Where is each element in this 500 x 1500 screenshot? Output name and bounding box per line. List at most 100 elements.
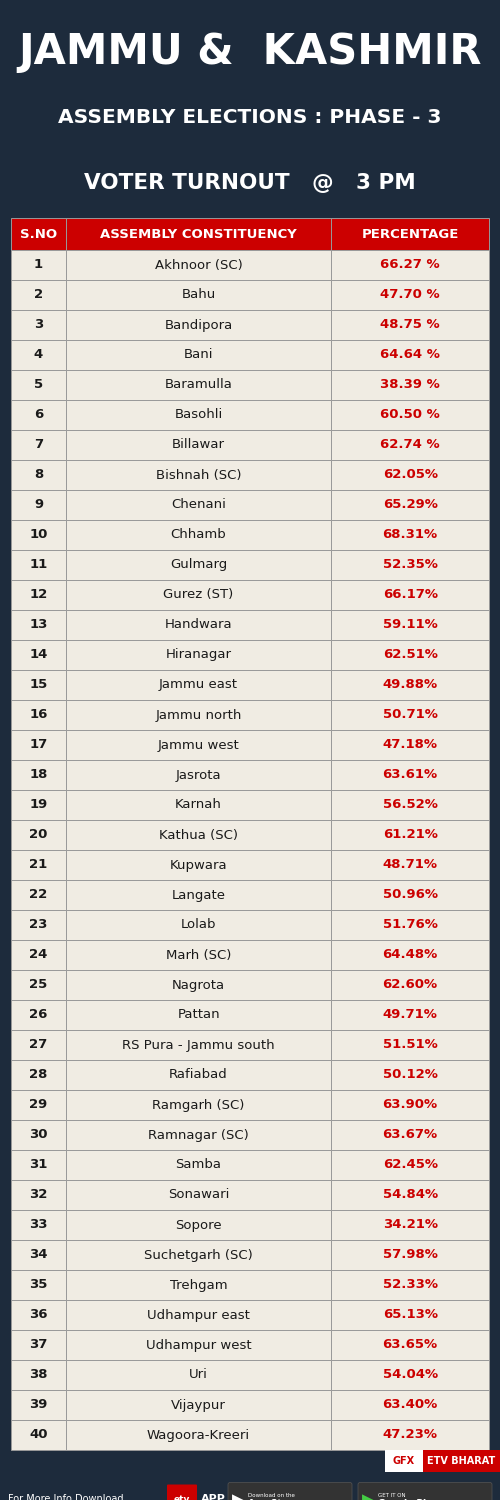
Bar (66, 760, 332, 790)
Text: Marh (SC): Marh (SC) (166, 948, 232, 962)
Text: 59.11%: 59.11% (383, 618, 438, 632)
Bar (332, 490, 489, 520)
Text: 49.88%: 49.88% (382, 678, 438, 692)
Bar (66, 1000, 332, 1030)
Bar (66, 730, 332, 760)
Text: 6: 6 (34, 408, 43, 422)
Text: ▶: ▶ (232, 1492, 244, 1500)
Bar (66, 1300, 332, 1330)
Bar (11, 790, 66, 820)
Bar (66, 217, 332, 250)
Text: 3: 3 (34, 318, 43, 332)
Bar (332, 730, 489, 760)
Bar (11, 1000, 66, 1030)
Bar (66, 610, 332, 640)
Text: 25: 25 (30, 978, 48, 992)
Bar (66, 970, 332, 1000)
Bar (11, 340, 66, 370)
Text: 10: 10 (30, 528, 48, 542)
Text: 50.96%: 50.96% (382, 888, 438, 902)
Text: 1: 1 (34, 258, 43, 272)
Text: 17: 17 (30, 738, 48, 752)
FancyBboxPatch shape (228, 1482, 352, 1500)
Text: PERCENTAGE: PERCENTAGE (362, 228, 459, 240)
Bar (332, 370, 489, 400)
Text: 48.75 %: 48.75 % (380, 318, 440, 332)
Text: Jammu north: Jammu north (156, 708, 242, 722)
Bar (11, 280, 66, 310)
Text: 2: 2 (34, 288, 43, 302)
Text: 11: 11 (30, 558, 48, 572)
Text: 5: 5 (34, 378, 43, 392)
Bar (66, 430, 332, 460)
Bar (332, 1420, 489, 1450)
Text: Bani: Bani (184, 348, 214, 361)
Bar (332, 400, 489, 430)
Bar (66, 1330, 332, 1360)
Bar (66, 1390, 332, 1420)
Bar (66, 910, 332, 940)
Text: 50.71%: 50.71% (382, 708, 438, 722)
Text: For More Info Download: For More Info Download (8, 1494, 123, 1500)
Text: 29: 29 (30, 1098, 48, 1112)
Bar (11, 310, 66, 340)
Bar (66, 850, 332, 880)
Bar (66, 310, 332, 340)
Text: 51.76%: 51.76% (382, 918, 438, 932)
Text: 32: 32 (30, 1188, 48, 1202)
Text: etv: etv (174, 1496, 190, 1500)
Bar (11, 400, 66, 430)
Bar (332, 217, 489, 250)
Bar (66, 340, 332, 370)
Bar (11, 550, 66, 580)
Text: Kupwara: Kupwara (170, 858, 228, 871)
Text: 63.61%: 63.61% (382, 768, 438, 782)
Text: Akhnoor (SC): Akhnoor (SC) (154, 258, 242, 272)
Bar (11, 1390, 66, 1420)
Bar (66, 520, 332, 550)
Bar (332, 580, 489, 610)
Text: 31: 31 (30, 1158, 48, 1172)
Bar (66, 400, 332, 430)
Bar (332, 940, 489, 970)
Text: 15: 15 (30, 678, 48, 692)
Bar (332, 850, 489, 880)
Text: 40: 40 (29, 1428, 48, 1442)
Bar (332, 1090, 489, 1120)
Bar (332, 1120, 489, 1150)
Bar (66, 550, 332, 580)
Text: Basohli: Basohli (174, 408, 222, 422)
Text: 39: 39 (30, 1398, 48, 1411)
Text: ▶: ▶ (362, 1492, 374, 1500)
Text: 38.39 %: 38.39 % (380, 378, 440, 392)
Bar (332, 1000, 489, 1030)
Text: 4: 4 (34, 348, 43, 361)
Text: 48.71%: 48.71% (382, 858, 438, 871)
Text: 62.60%: 62.60% (382, 978, 438, 992)
Bar (11, 760, 66, 790)
FancyBboxPatch shape (167, 1485, 197, 1500)
Text: S.NO: S.NO (20, 228, 57, 240)
Bar (66, 1360, 332, 1390)
Bar (11, 1300, 66, 1330)
Text: 62.74 %: 62.74 % (380, 438, 440, 452)
Bar (11, 217, 66, 250)
Bar (11, 940, 66, 970)
Bar (11, 1090, 66, 1120)
Bar (11, 850, 66, 880)
Bar (332, 1150, 489, 1180)
Bar (332, 1390, 489, 1420)
Text: 52.33%: 52.33% (382, 1278, 438, 1292)
Bar (11, 880, 66, 910)
Text: Bishnah (SC): Bishnah (SC) (156, 468, 242, 482)
Text: 30: 30 (29, 1128, 48, 1142)
Text: 9: 9 (34, 498, 43, 512)
Text: Download on the: Download on the (248, 1492, 295, 1498)
Text: Lolab: Lolab (181, 918, 216, 932)
Text: 47.18%: 47.18% (382, 738, 438, 752)
Text: Rafiabad: Rafiabad (169, 1068, 228, 1082)
Text: 64.48%: 64.48% (382, 948, 438, 962)
Text: APP: APP (201, 1494, 226, 1500)
Text: 34: 34 (29, 1248, 48, 1262)
Text: Gulmarg: Gulmarg (170, 558, 227, 572)
